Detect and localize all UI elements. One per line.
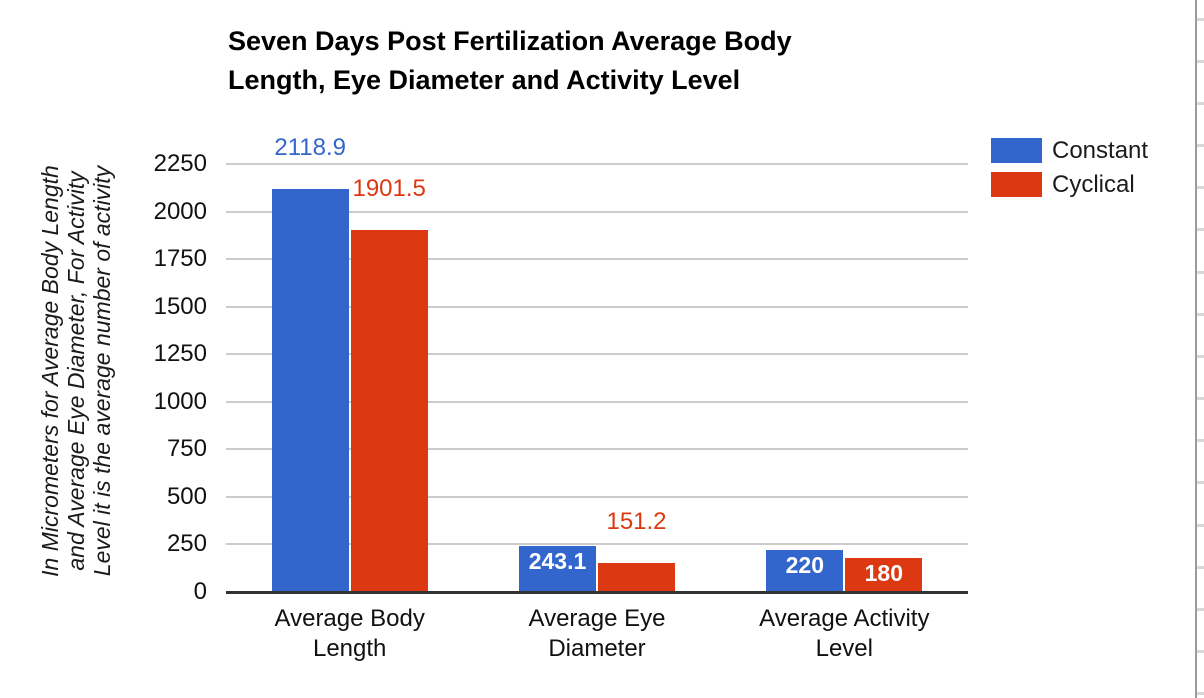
bar-value-label-constant-2: 220 bbox=[785, 552, 824, 579]
x-category-label-line: Average Eye bbox=[528, 605, 666, 632]
y-axis-title-line-2: and Average Eye Diameter, For Activity bbox=[63, 171, 89, 571]
x-category-label-line: Diameter bbox=[548, 635, 646, 662]
gridline-y-750 bbox=[226, 448, 968, 451]
spreadsheet-row-gridline bbox=[1197, 650, 1204, 654]
bar-value-label-constant-1: 243.1 bbox=[528, 547, 587, 574]
legend-swatch-constant bbox=[991, 138, 1042, 163]
y-tick-label-1500: 1500 bbox=[153, 292, 207, 320]
spreadsheet-row-gridline bbox=[1197, 354, 1204, 358]
spreadsheet-row-gridline bbox=[1197, 439, 1204, 443]
spreadsheet-row-gridline bbox=[1197, 228, 1204, 232]
bar-value-label-cyclical-1: 151.2 bbox=[606, 508, 667, 536]
gridline-y-2000 bbox=[226, 210, 968, 213]
legend-label-cyclical: Cyclical bbox=[1052, 171, 1135, 198]
gridline-y-500 bbox=[226, 495, 968, 498]
y-tick-label-0: 0 bbox=[193, 578, 207, 605]
x-axis-baseline bbox=[226, 590, 968, 594]
gridline-y-1500 bbox=[226, 305, 968, 308]
gridline-y-2250 bbox=[226, 163, 968, 165]
bar-cyclical-2 bbox=[845, 557, 923, 592]
spreadsheet-row-gridline bbox=[1197, 523, 1204, 527]
bar-constant-1 bbox=[519, 545, 596, 592]
spreadsheet-row-gridline bbox=[1197, 481, 1204, 485]
y-axis-title: In Micrometers for Average Body Length a… bbox=[37, 141, 115, 601]
x-category-label-line: Length bbox=[312, 635, 387, 662]
bar-value-label-cyclical-2: 180 bbox=[864, 559, 903, 586]
x-category-label-line: Average Body bbox=[274, 605, 425, 632]
legend-label-constant: Constant bbox=[1052, 137, 1149, 164]
spreadsheet-row-gridline bbox=[1197, 607, 1204, 611]
spreadsheet-row-gridline bbox=[1197, 565, 1204, 569]
spreadsheet-row-gridline bbox=[1197, 144, 1204, 147]
y-tick-label-500: 500 bbox=[166, 482, 207, 510]
y-tick-label-2250: 2250 bbox=[153, 150, 207, 177]
y-tick-label-1250: 1250 bbox=[153, 340, 207, 368]
gridline-y-1000 bbox=[226, 400, 968, 403]
spreadsheet-row-gridline bbox=[1197, 312, 1204, 316]
bar-value-label-constant-0: 2118.9 bbox=[274, 133, 346, 161]
bar-constant-0 bbox=[271, 188, 349, 592]
spreadsheet-column-gridline bbox=[1195, 0, 1197, 698]
gridline-y-1250 bbox=[226, 353, 968, 356]
y-axis-title-line-1: In Micrometers for Average Body Length bbox=[37, 165, 63, 577]
gridline-y-1750 bbox=[226, 258, 968, 261]
legend-swatch-cyclical bbox=[991, 172, 1042, 197]
gridline-y-250 bbox=[226, 543, 968, 546]
y-tick-label-750: 750 bbox=[166, 435, 207, 463]
x-category-label-0: Average Body Length bbox=[220, 604, 480, 664]
spreadsheet-row-gridline bbox=[1197, 270, 1204, 274]
y-tick-label-2000: 2000 bbox=[153, 197, 207, 225]
spreadsheet-row-gridline bbox=[1197, 101, 1204, 105]
y-tick-label-250: 250 bbox=[166, 530, 207, 558]
spreadsheet-row-gridline bbox=[1197, 692, 1204, 696]
y-tick-label-1000: 1000 bbox=[153, 387, 207, 415]
x-category-label-line: Level bbox=[815, 635, 873, 662]
chart-title-line-1: Seven Days Post Fertilization Average Bo… bbox=[228, 26, 792, 56]
x-category-label-1: Average Eye Diameter bbox=[467, 604, 727, 664]
bar-cyclical-1 bbox=[598, 563, 675, 592]
y-tick-label-1750: 1750 bbox=[153, 245, 207, 273]
spreadsheet-row-gridline bbox=[1197, 17, 1204, 21]
spreadsheet-row-gridline bbox=[1197, 397, 1204, 400]
bar-cyclical-0 bbox=[350, 230, 428, 592]
bar-value-label-cyclical-0: 1901.5 bbox=[352, 175, 426, 203]
x-category-label-line: Average Activity bbox=[759, 605, 930, 632]
chart-title-line-2: Length, Eye Diameter and Activity Level bbox=[228, 65, 741, 95]
x-category-label-2: Average Activity Level bbox=[714, 604, 974, 664]
spreadsheet-row-gridline bbox=[1197, 59, 1204, 63]
bar-constant-2 bbox=[766, 550, 844, 592]
spreadsheet-row-gridline bbox=[1197, 186, 1204, 190]
